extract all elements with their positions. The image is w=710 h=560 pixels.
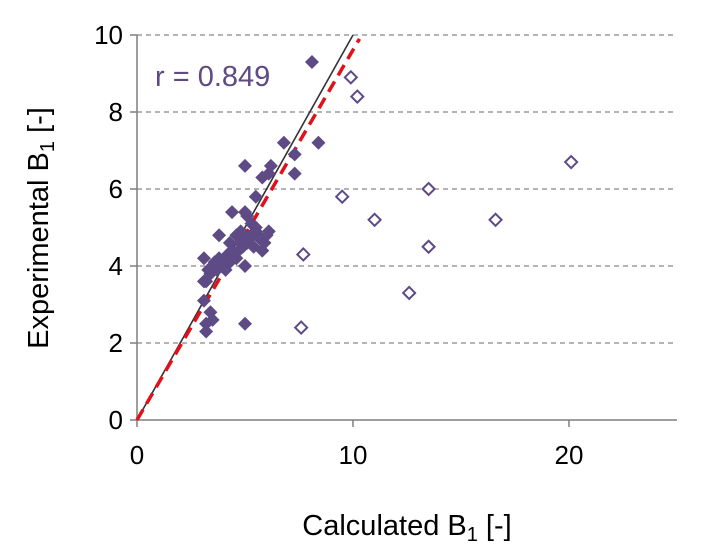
x-tick-label: 10: [339, 440, 368, 470]
x-axis-title: Calculated B1 [-]: [302, 510, 511, 546]
x-axis-title-sub: 1: [467, 524, 478, 546]
filled-diamond-point: [244, 216, 259, 231]
filled-diamond-point: [225, 205, 240, 220]
open-diamond-point: [349, 89, 365, 105]
filled-diamond-point: [261, 224, 276, 239]
tick-labels: 0 2 4 6 8 10 0 10 20: [94, 20, 583, 470]
x-tick-label: 0: [130, 440, 144, 470]
filled-diamond-point: [248, 189, 263, 204]
y-axis-title-suffix: [-]: [23, 107, 55, 141]
filled-diamond-point: [196, 274, 211, 289]
y-tick-label: 2: [109, 328, 123, 358]
filled-diamond-point: [212, 228, 227, 243]
filled-diamond-point: [238, 205, 252, 220]
y-tick-label: 4: [109, 251, 123, 281]
y-tick-label: 0: [109, 405, 123, 435]
open-diamond-point: [295, 247, 311, 262]
filled-diamond-point: [238, 158, 252, 173]
y-axis-title: Experimental B1 [-]: [23, 107, 59, 349]
fit-line: [135, 37, 361, 421]
open-diamond-point: [421, 239, 437, 255]
filled-diamond-point: [304, 54, 319, 69]
data-points: [196, 54, 579, 339]
filled-diamond-point: [287, 166, 302, 181]
open-diamond-point: [293, 320, 309, 336]
filled-diamond-point: [196, 251, 211, 266]
x-tick-label: 20: [555, 440, 584, 470]
y-axis-title-main: Experimental B: [23, 152, 55, 349]
reference-lines: [135, 34, 361, 421]
filled-diamond-point: [311, 135, 326, 150]
y-tick-label: 6: [109, 174, 123, 204]
x-axis-title-main: Calculated B: [302, 510, 466, 542]
filled-diamond-point: [263, 158, 278, 173]
filled-diamond-point: [229, 228, 244, 243]
x-axis-title-suffix: [-]: [478, 510, 512, 542]
filled-diamond-point: [246, 239, 261, 254]
filled-diamond-point: [248, 220, 263, 235]
filled-diamond-point: [287, 147, 302, 162]
filled-diamond-point: [238, 259, 252, 273]
correlation-annotation: r = 0.849: [155, 61, 270, 93]
open-diamond-point: [343, 69, 359, 85]
y-axis-title-sub: 1: [37, 141, 59, 152]
open-diamond-point: [401, 285, 417, 301]
y-tick-label: 10: [94, 20, 123, 50]
open-diamond-point: [334, 189, 350, 205]
open-diamond-point: [563, 154, 579, 170]
open-diamond-point: [421, 181, 437, 197]
identity-line: [136, 34, 354, 421]
y-tick-label: 8: [109, 97, 123, 127]
filled-diamond-point: [196, 293, 211, 308]
filled-diamond-point: [199, 324, 214, 339]
filled-diamond-point: [276, 135, 291, 150]
filled-diamond-point: [238, 316, 252, 331]
open-diamond-point: [488, 212, 503, 228]
axes: [130, 34, 677, 427]
filled-diamond-point: [205, 312, 220, 327]
filled-diamond-point: [222, 235, 237, 250]
open-diamond-point: [367, 212, 383, 228]
